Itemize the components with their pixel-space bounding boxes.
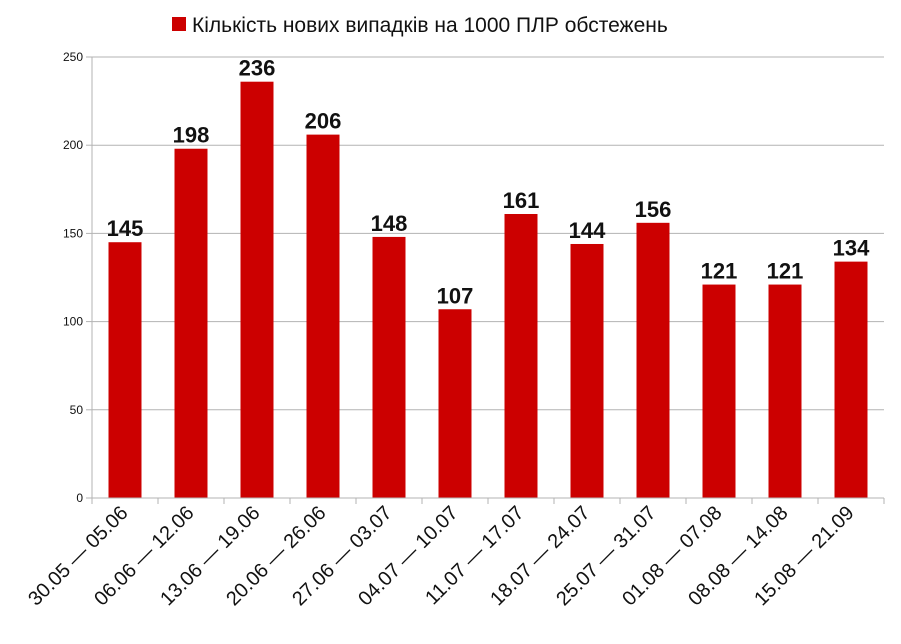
bar [372, 236, 406, 499]
data-label: 206 [305, 109, 342, 134]
bars [108, 81, 868, 499]
y-tick-label: 50 [70, 403, 84, 417]
data-label: 148 [371, 211, 408, 236]
bar [438, 309, 472, 498]
legend: Кількість нових випадків на 1000 ПЛР обс… [172, 14, 668, 37]
data-label: 121 [767, 259, 804, 284]
gridlines [92, 56, 884, 499]
data-labels: 145 198 236 206 148 107 161 144 156 121 121 134 [107, 56, 870, 309]
bar [636, 222, 670, 499]
data-label: 156 [635, 197, 672, 222]
y-tick-label: 150 [63, 226, 83, 240]
bar [108, 242, 142, 498]
y-axis-ticks: 0 50 100 150 200 250 [63, 50, 92, 505]
data-label: 198 [173, 123, 210, 148]
y-tick-label: 200 [63, 138, 83, 152]
y-tick-label: 250 [63, 50, 83, 64]
y-tick-label: 100 [63, 315, 83, 329]
bar [504, 213, 538, 498]
bar [570, 243, 604, 498]
data-label: 134 [833, 236, 870, 261]
data-label: 107 [437, 283, 474, 308]
data-label: 145 [107, 216, 144, 241]
bar [702, 284, 736, 498]
bar [174, 148, 208, 498]
y-tick-label: 0 [76, 491, 83, 505]
axes [91, 57, 884, 499]
data-label: 144 [569, 218, 606, 243]
data-label: 121 [701, 259, 738, 284]
bar [768, 284, 802, 498]
data-label: 236 [239, 56, 276, 81]
bar [240, 81, 274, 499]
bar [834, 261, 868, 498]
legend-label: Кількість нових випадків на 1000 ПЛР обс… [192, 14, 668, 37]
legend-swatch [172, 17, 186, 31]
bar [306, 134, 340, 498]
data-label: 161 [503, 188, 540, 213]
